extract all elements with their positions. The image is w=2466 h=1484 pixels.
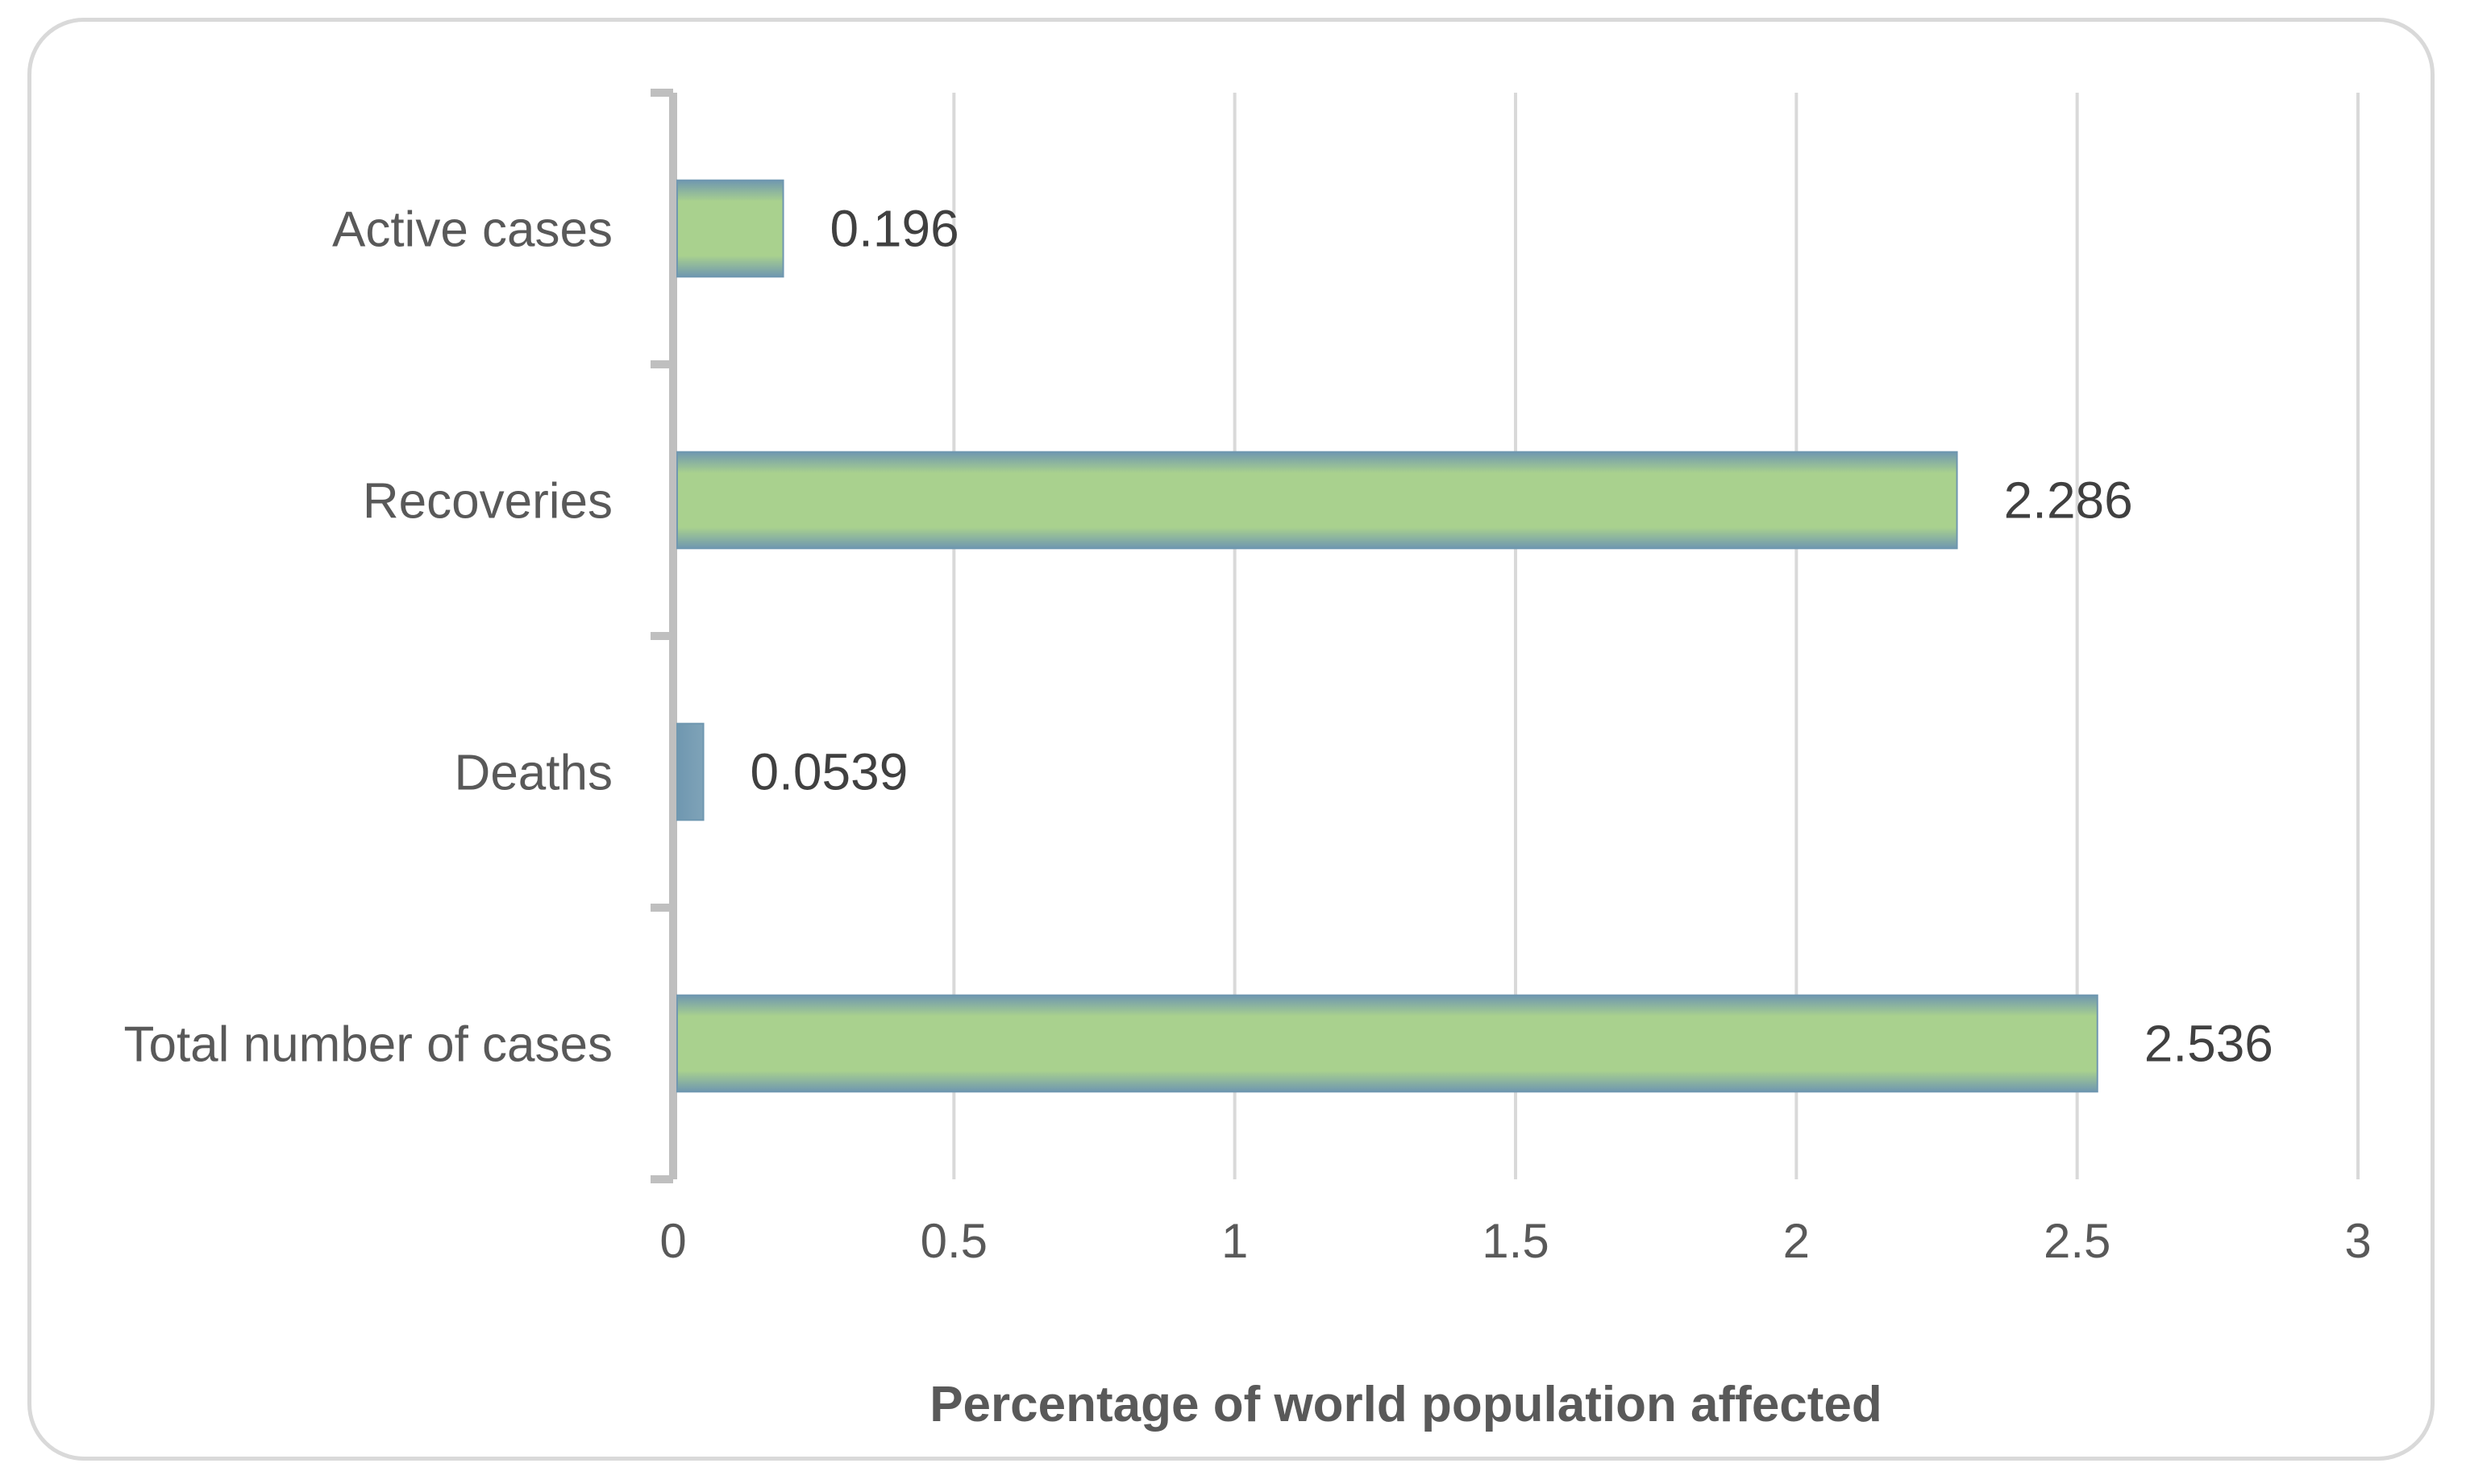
bar-deaths <box>676 722 705 821</box>
bar-total-number-of-cases <box>676 994 2098 1093</box>
chart-frame <box>27 18 2435 1461</box>
bar-active-cases <box>676 179 784 278</box>
x-tick-label-3: 3 <box>2344 1214 2371 1268</box>
x-tick-label-2: 2 <box>1783 1214 1810 1268</box>
x-tick-label-1-5: 1.5 <box>1482 1214 1549 1268</box>
bar-recoveries <box>676 451 1958 550</box>
data-label-active-cases: 0.196 <box>830 200 959 258</box>
x-tick-label-0: 0 <box>659 1214 686 1268</box>
x-tick-label-2-5: 2.5 <box>2044 1214 2110 1268</box>
category-label-deaths: Deaths <box>455 746 613 801</box>
x-axis-title: Percentage of world population affected <box>929 1377 1882 1432</box>
bars <box>676 179 2098 1093</box>
category-label-active-cases: Active cases <box>332 202 613 258</box>
labels: 0 0.5 1 1.5 2 2.5 3 0.196 Active cases 2.286 Recov… <box>123 200 2371 1269</box>
data-label-recoveries: 2.286 <box>2004 472 2133 530</box>
category-axis <box>651 89 677 1183</box>
x-tick-label-1: 1 <box>1221 1214 1248 1268</box>
data-label-deaths: 0.0539 <box>751 743 909 801</box>
data-label-total-number-of-cases: 2.536 <box>2144 1015 2273 1073</box>
category-label-recoveries: Recoveries <box>363 474 613 530</box>
category-label-total-number-of-cases: Total number of cases <box>123 1017 613 1073</box>
x-tick-label-0-5: 0.5 <box>921 1214 988 1268</box>
